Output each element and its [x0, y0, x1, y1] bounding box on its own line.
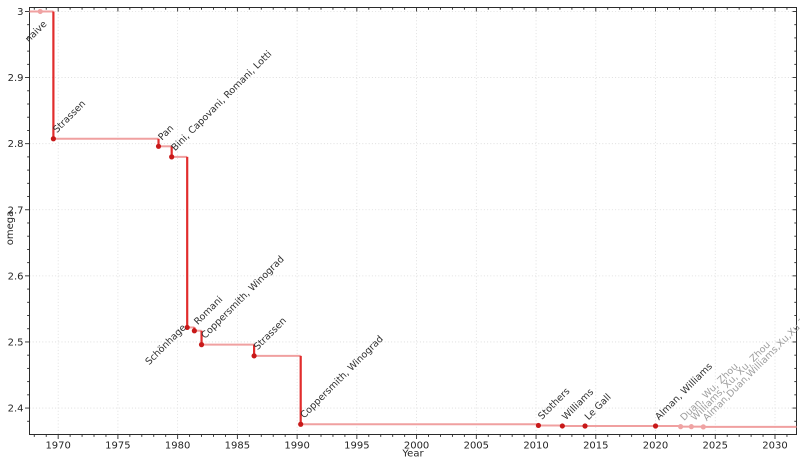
x-tick-label: 1980 — [165, 441, 190, 452]
annotation-label: Strassen — [252, 316, 289, 353]
data-point — [191, 328, 197, 334]
data-point — [652, 423, 659, 429]
y-tick-label: 2.6 — [8, 271, 24, 282]
x-tick-label: 2020 — [643, 441, 668, 452]
plot-border — [29, 7, 797, 435]
data-point — [251, 353, 257, 359]
x-tick-label: 2015 — [583, 441, 608, 452]
axis-ticks — [25, 7, 797, 439]
x-tick-label: 2025 — [703, 441, 728, 452]
y-tick-label: 2.8 — [8, 139, 24, 150]
x-tick-label: 2000 — [404, 441, 429, 452]
data-point — [198, 342, 205, 348]
step-line-series — [29, 8, 797, 430]
y-tick-label: 2.5 — [8, 337, 24, 348]
y-tick-label: 2.9 — [8, 73, 24, 84]
annotation-label: naive — [23, 19, 49, 45]
annotation-label: Bini, Capovani, Romani, Lotti — [170, 49, 275, 154]
data-point — [155, 143, 162, 149]
x-axis-label: Year — [401, 449, 424, 460]
data-point — [582, 423, 588, 429]
data-point — [688, 424, 694, 430]
y-tick-label: 2.4 — [8, 404, 24, 415]
x-tick-label: 1985 — [225, 441, 250, 452]
x-tick-label: 2030 — [762, 441, 787, 452]
x-tick-label: 1975 — [105, 441, 130, 452]
x-tick-label: 2005 — [464, 441, 489, 452]
data-point — [678, 424, 684, 430]
data-point — [559, 423, 565, 429]
x-tick-label: 1995 — [344, 441, 369, 452]
y-tick-label: 3 — [17, 7, 23, 18]
annotation-label: Schönhage — [144, 322, 189, 367]
x-tick-label: 2010 — [523, 441, 548, 452]
data-point — [37, 8, 43, 15]
data-point — [700, 424, 706, 430]
grid — [29, 7, 797, 435]
x-tick-label: 1970 — [45, 441, 70, 452]
y-tick-label: 2.7 — [8, 205, 24, 216]
data-point — [50, 136, 56, 142]
data-point — [184, 324, 190, 331]
annotation-label: Strassen — [51, 98, 88, 135]
axis-tick-labels: 1970 1975 1980 1985 1990 1995 2000 2005 2010 2015… — [8, 7, 788, 452]
data-point — [169, 154, 175, 160]
data-point — [535, 422, 542, 429]
y-axis-label: omega — [5, 211, 16, 246]
x-tick-label: 1990 — [284, 441, 309, 452]
data-point — [298, 421, 304, 427]
